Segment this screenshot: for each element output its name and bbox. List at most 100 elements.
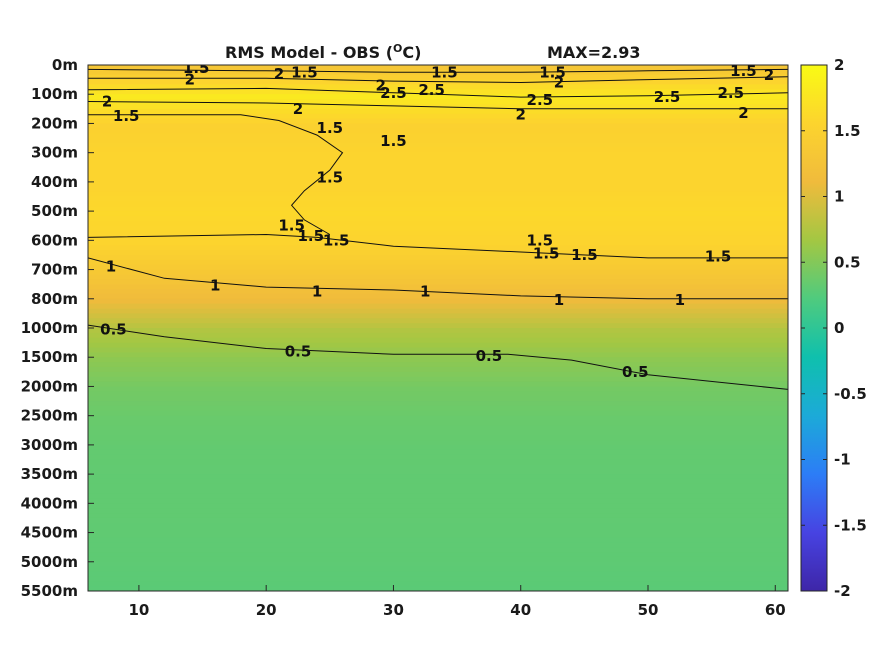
contour-label: 0.5 — [285, 342, 312, 360]
contour-label: 2.5 — [380, 84, 407, 102]
y-tick-label: 4500m — [21, 524, 78, 542]
heatmap-band — [88, 503, 788, 509]
contour-label: 2 — [764, 66, 774, 84]
contour-line-0_5 — [88, 324, 788, 390]
contour-label: 1 — [106, 258, 116, 276]
y-tick-label: 2000m — [21, 377, 78, 395]
colorbar-tick-label: 0.5 — [834, 253, 861, 271]
heatmap-band — [88, 449, 788, 456]
x-tick-label: 60 — [765, 601, 786, 619]
contour-label: 1.5 — [183, 59, 210, 77]
heatmap-band — [88, 366, 788, 373]
contour-line-2 — [88, 76, 788, 84]
colorbar-tick-label: 2 — [834, 56, 844, 74]
heatmap-band — [88, 157, 788, 164]
heatmap-band — [88, 79, 788, 86]
y-tick-label: 600m — [31, 231, 78, 249]
heatmap-band — [88, 74, 788, 81]
heatmap-band — [88, 581, 788, 587]
y-tick-label: 5500m — [21, 582, 78, 600]
contour-labels: 1.5 1.52 222.5 2.51.5 1.522.522.51.5 22.5221.… — [100, 59, 774, 381]
colorbar-tick-label: -1 — [834, 451, 851, 469]
colorbar-tick-label: -1.5 — [834, 516, 867, 534]
heatmap-band — [88, 493, 788, 500]
heatmap-band — [88, 269, 788, 276]
contour-label: 1.5 — [291, 63, 318, 81]
heatmap-band — [88, 415, 788, 422]
heatmap-field — [88, 65, 788, 591]
y-tick-label: 500m — [31, 202, 78, 220]
heatmap-band — [88, 318, 788, 324]
heatmap-band — [88, 362, 788, 368]
contour-line-2_5 — [88, 87, 788, 98]
heatmap-band — [88, 128, 788, 134]
heatmap-band — [88, 89, 788, 95]
heatmap-band — [88, 152, 788, 159]
heatmap-band — [88, 483, 788, 490]
heatmap-band — [88, 167, 788, 173]
heatmap-band — [88, 323, 788, 329]
heatmap-band — [88, 532, 788, 539]
heatmap-band — [88, 215, 788, 222]
contour-label: 1 — [420, 282, 430, 300]
contour-label: 1.5 — [317, 169, 344, 187]
heatmap-band — [88, 537, 788, 543]
x-tick-label: 40 — [510, 601, 531, 619]
contour-line-1_5 — [88, 233, 788, 259]
x-axis: 10 20 30 40 50 60 — [128, 585, 786, 619]
contour-line-1_5 — [88, 68, 788, 73]
heatmap-band — [88, 420, 788, 427]
x-tick-label: 20 — [256, 601, 277, 619]
heatmap-band — [88, 566, 788, 573]
heatmap-band — [88, 138, 788, 144]
heatmap-band — [88, 542, 788, 548]
contour-label: 2 — [185, 71, 195, 89]
heatmap-band — [88, 381, 788, 388]
heatmap-band — [88, 220, 788, 227]
heatmap-band — [88, 225, 788, 232]
contour-label: 0.5 — [476, 347, 503, 365]
title-main: RMS Model - OBS ( — [225, 43, 393, 62]
heatmap-band — [88, 181, 788, 188]
contour-label: 1.5 — [431, 63, 458, 81]
contour-label: 2.5 — [527, 91, 554, 109]
contour-label: 2 — [554, 74, 564, 92]
heatmap-band — [88, 459, 788, 465]
heatmap-band — [88, 410, 788, 417]
heatmap-band — [88, 586, 788, 591]
heatmap-band — [88, 65, 788, 71]
heatmap-band — [88, 391, 788, 397]
y-tick-label: 3500m — [21, 465, 78, 483]
y-tick-label: 2500m — [21, 407, 78, 425]
colorbar — [800, 64, 828, 592]
contour-label: 2.5 — [654, 88, 681, 106]
contour-label: 1.5 — [571, 246, 598, 264]
contour-line-1_5 — [88, 114, 344, 235]
heatmap-band — [88, 454, 788, 461]
heatmap-band — [88, 84, 788, 90]
heatmap-band — [88, 264, 788, 271]
heatmap-band — [88, 177, 788, 183]
heatmap-band — [88, 308, 788, 314]
contour-label: 2 — [516, 106, 526, 124]
heatmap-band — [88, 396, 788, 402]
y-tick-label: 0m — [52, 56, 78, 74]
contour-label: 1.5 — [113, 107, 140, 125]
contour-label: 1 — [210, 277, 220, 295]
contour-label: 2 — [293, 100, 303, 118]
heatmap-band — [88, 342, 788, 349]
heatmap-band — [88, 556, 788, 563]
contour-label: 1.5 — [705, 247, 732, 265]
heatmap-band — [88, 113, 788, 120]
heatmap-band — [88, 206, 788, 212]
heatmap-band — [88, 522, 788, 529]
contour-label: 2 — [376, 76, 386, 94]
contour-label: 1.5 — [539, 63, 566, 81]
y-tick-label: 200m — [31, 114, 78, 132]
heatmap-band — [88, 298, 788, 305]
heatmap-band — [88, 284, 788, 290]
y-axis: 0m 100m 200m 300m 400m 500m 600m 700m 800m 1000m 1… — [21, 56, 94, 600]
contour-label: 1.5 — [297, 227, 324, 245]
heatmap-band — [88, 401, 788, 407]
heatmap-band — [88, 313, 788, 319]
